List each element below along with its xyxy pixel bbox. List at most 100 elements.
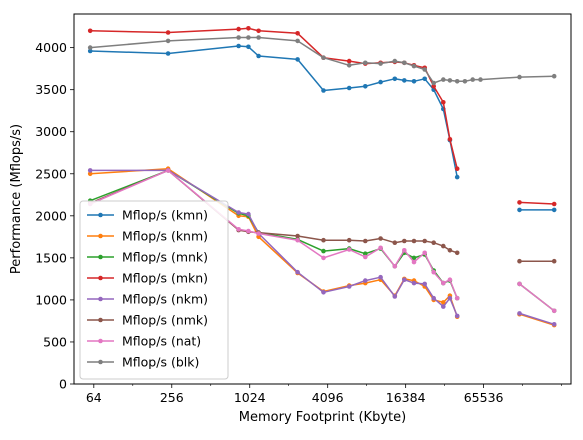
x-tick-label: 4096: [312, 390, 344, 405]
data-point: [346, 63, 352, 68]
data-point: [246, 26, 251, 31]
legend-marker: [98, 212, 103, 218]
data-point: [346, 247, 352, 252]
data-point: [392, 76, 398, 82]
data-point: [236, 227, 241, 232]
data-point: [246, 35, 251, 40]
data-point: [551, 73, 557, 79]
data-point: [392, 294, 398, 299]
data-point: [470, 77, 476, 82]
legend-label: Mflop/s (kmn): [122, 208, 208, 223]
data-point: [295, 269, 300, 275]
data-point: [454, 79, 460, 84]
legend-label: Mflop/s (nkm): [122, 292, 208, 307]
data-point: [392, 58, 398, 64]
data-point: [378, 79, 383, 85]
data-point: [551, 322, 557, 327]
data-point: [236, 26, 241, 32]
data-point: [402, 78, 407, 83]
data-point: [295, 31, 300, 36]
data-point: [402, 277, 407, 283]
legend-marker: [98, 359, 103, 365]
legend-marker: [98, 275, 103, 281]
data-point: [411, 79, 417, 84]
data-point: [246, 228, 251, 234]
data-point: [454, 166, 460, 171]
data-point: [246, 44, 251, 50]
data-point: [422, 238, 428, 244]
data-point: [517, 200, 522, 205]
data-point: [447, 137, 453, 142]
x-tick-label: 256: [160, 390, 184, 405]
data-point: [321, 248, 326, 254]
x-axis: 64 256 1024 4096 16384 65536: [86, 384, 562, 405]
legend-label: Mflop/s (blk): [122, 355, 199, 370]
data-point: [411, 255, 417, 261]
series-7: [87, 35, 557, 86]
data-point: [454, 174, 460, 180]
data-point: [447, 295, 453, 301]
data-point: [441, 100, 446, 105]
series-line-1-1: [519, 313, 555, 326]
data-point: [87, 28, 93, 34]
data-point: [346, 85, 352, 91]
data-point: [87, 45, 93, 50]
data-point: [346, 58, 352, 64]
y-axis: 0 500 1000 1500 2000 2500 3000 3500 4000: [35, 40, 74, 392]
data-point: [236, 210, 241, 215]
data-point: [402, 60, 407, 66]
x-tick-label: 64: [86, 390, 102, 405]
data-point: [551, 207, 557, 213]
data-point: [87, 168, 93, 173]
data-point: [454, 313, 460, 319]
data-point: [295, 57, 300, 62]
data-point: [363, 251, 368, 256]
data-point: [447, 78, 453, 83]
y-tick-label: 500: [43, 334, 67, 349]
legend-marker: [98, 233, 103, 239]
data-point: [246, 211, 251, 217]
data-point: [402, 238, 407, 244]
y-axis-label: Performance (Mflops/s): [9, 124, 24, 274]
data-point: [378, 274, 383, 280]
data-point: [462, 79, 468, 84]
data-point: [363, 238, 368, 244]
data-point: [441, 300, 446, 305]
data-point: [321, 290, 326, 295]
x-tick-label: 65536: [464, 390, 504, 405]
legend: Mflop/s (kmn) Mflop/s (knm) Mflop/s (mnk) M…: [79, 200, 229, 380]
data-point: [256, 231, 261, 236]
data-point: [321, 237, 326, 243]
data-point: [422, 67, 428, 72]
data-point: [431, 295, 437, 301]
series-line-4-1: [519, 312, 555, 326]
data-point: [295, 38, 300, 44]
data-point: [256, 53, 261, 59]
legend-label: Mflop/s (mkn): [122, 271, 208, 286]
series-6: [87, 168, 557, 314]
series-line-3-1: [519, 201, 555, 205]
data-point: [551, 258, 557, 264]
data-point: [517, 311, 522, 316]
data-point: [321, 55, 326, 60]
data-point: [165, 38, 171, 44]
data-point: [378, 61, 383, 66]
legend-label: Mflop/s (mnk): [122, 250, 208, 265]
data-point: [165, 30, 171, 35]
plot-frame: [73, 13, 572, 385]
data-point: [478, 77, 483, 82]
data-point: [346, 237, 352, 243]
legend-marker: [98, 317, 103, 323]
data-point: [392, 240, 398, 245]
data-point: [431, 269, 437, 275]
data-point: [447, 248, 453, 253]
data-point: [517, 74, 522, 80]
data-point: [236, 43, 241, 49]
data-point: [447, 277, 453, 283]
data-point: [363, 254, 368, 260]
x-tick-label: 1024: [234, 390, 266, 405]
data-point: [441, 77, 446, 82]
data-point: [363, 278, 368, 283]
data-point: [431, 80, 437, 86]
data-point: [87, 48, 93, 54]
